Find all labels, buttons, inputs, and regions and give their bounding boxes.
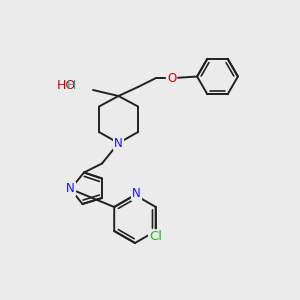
Text: N: N xyxy=(114,136,123,150)
Text: N: N xyxy=(132,187,141,200)
Text: O: O xyxy=(167,71,176,85)
Text: HO: HO xyxy=(57,79,76,92)
Text: H: H xyxy=(67,79,76,92)
Text: Cl: Cl xyxy=(149,230,162,244)
Text: N: N xyxy=(66,182,75,196)
